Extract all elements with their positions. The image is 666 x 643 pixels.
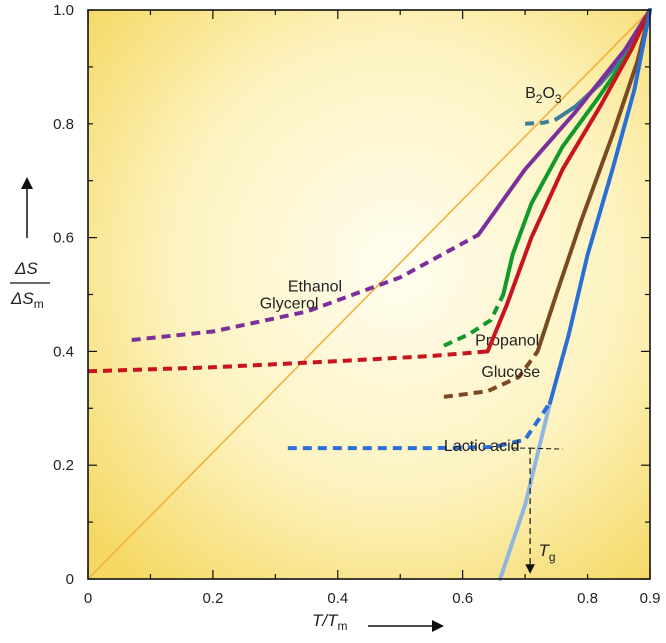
x-tick-label: 0.9: [640, 590, 661, 607]
annotation-layer: Tg: [512, 447, 563, 574]
x-tick-label: 0.8: [577, 590, 598, 607]
x-tick-label: 0.4: [327, 590, 348, 607]
series-label-b2o3: B2O3: [525, 85, 562, 106]
series-label-glucose: Glucose: [481, 364, 540, 381]
series-label-lactic-acid: Lactic acid: [444, 438, 520, 455]
y-tick-label: 0.2: [53, 457, 74, 474]
series-line-glucose-dashed: [443, 350, 540, 399]
tg-horizontal-guide: [530, 447, 563, 450]
x-tick-label: 0: [84, 590, 92, 607]
x-tick-label: 0.6: [452, 590, 473, 607]
series-line-b2o3-dashed: [524, 117, 557, 126]
y-axis-denominator: ΔSm: [10, 289, 44, 311]
series-line-ethanol: [476, 8, 652, 237]
series-label-glycerol: Glycerol: [260, 296, 319, 313]
reference-line: [87, 9, 651, 580]
y-tick-label: 0.6: [53, 230, 74, 247]
x-axis-label: T/Tm: [312, 611, 348, 633]
y-tick-label: 0.4: [53, 343, 74, 360]
plot-frame: [87, 9, 651, 580]
series-line-lactic-acid-dashed: [287, 401, 552, 451]
x-tick-label: 0.2: [202, 590, 223, 607]
series-line-propanol-dashed: [443, 293, 506, 348]
series-line-glycerol-dashed: [87, 349, 488, 374]
series-label-ethanol: Ethanol: [288, 279, 342, 296]
y-tick-label: 1.0: [53, 2, 74, 19]
series-line-glycerol: [485, 8, 652, 354]
series-line-lactic-acid-extrapolation: [498, 400, 553, 581]
tg-label: Tg: [538, 541, 555, 564]
series-line-glucose: [535, 8, 652, 354]
y-axis-numerator: ΔS: [14, 259, 38, 278]
y-tick-label: 0.8: [53, 116, 74, 133]
series-label-propanol: Propanol: [475, 333, 539, 350]
series-line-ethanol-dashed: [131, 233, 480, 342]
y-tick-label: 0: [66, 571, 74, 588]
series-layer: B2O3 Ethanol Propanol Glycerol Glucose Lactic…: [87, 8, 652, 581]
series-line-lactic-acid: [548, 8, 652, 405]
